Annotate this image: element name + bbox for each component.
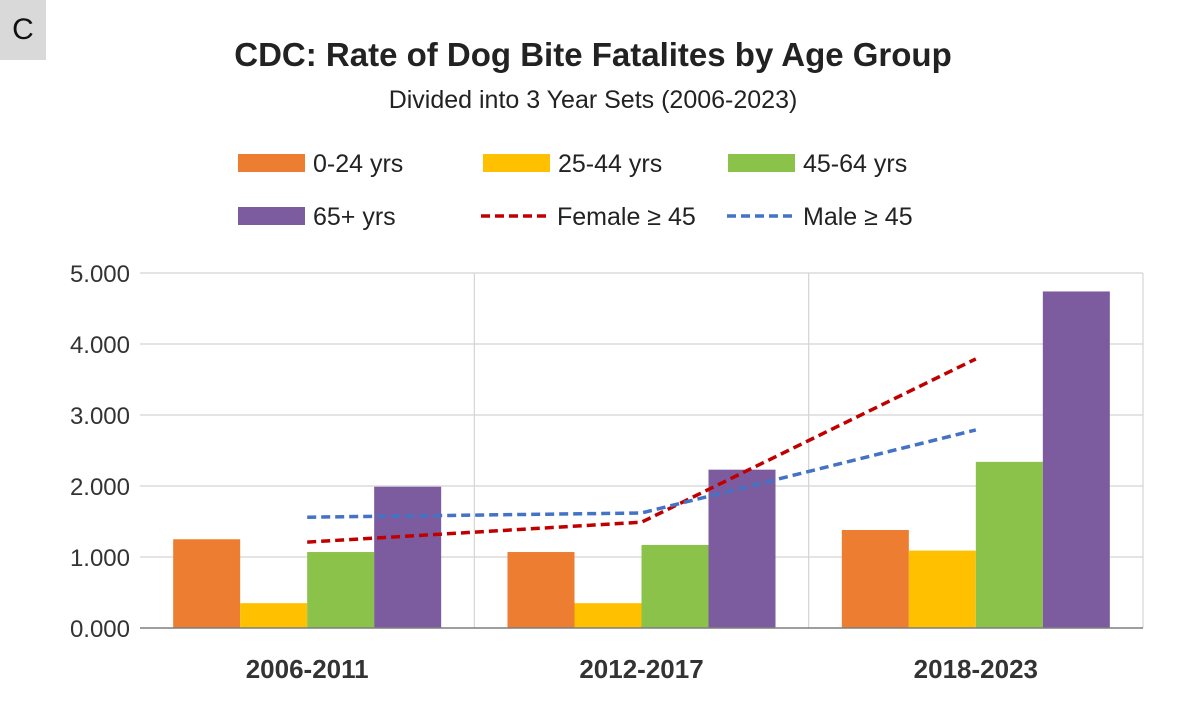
chart-subtitle: Divided into 3 Year Sets (2006-2023) <box>389 86 798 114</box>
legend-label: 0-24 yrs <box>313 150 403 178</box>
y-tick-label: 5.000 <box>70 261 130 288</box>
bar-65-yrs-2006-2011 <box>374 486 442 628</box>
legend-label: 25-44 yrs <box>558 150 662 178</box>
x-tick-label: 2006-2011 <box>246 654 369 684</box>
bar-0-24-yrs-2006-2011 <box>173 539 241 628</box>
bar-25-44-yrs-2006-2011 <box>240 603 308 628</box>
bar-45-64-yrs-2006-2011 <box>307 552 375 628</box>
chart-title: CDC: Rate of Dog Bite Fatalites by Age G… <box>234 36 952 73</box>
y-tick-label: 1.000 <box>70 545 130 572</box>
y-tick-label: 4.000 <box>70 332 130 359</box>
panel-label: C <box>0 0 46 60</box>
bar-25-44-yrs-2012-2017 <box>574 603 642 628</box>
bar-45-64-yrs-2012-2017 <box>641 544 709 628</box>
bar-65-yrs-2012-2017 <box>708 469 776 628</box>
y-tick-label: 0.000 <box>70 616 130 643</box>
y-tick-label: 2.000 <box>70 474 130 501</box>
line-female-45-plus <box>307 357 977 544</box>
legend-label: Female ≥ 45 <box>557 203 696 231</box>
x-tick-label: 2018-2023 <box>914 654 1038 684</box>
bar-25-44-yrs-2018-2023 <box>908 550 976 628</box>
tick-labels: 0.000 1.000 2.000 3.000 4.000 5.000 2006-2011 2… <box>70 261 1038 684</box>
x-tick-label: 2012-2017 <box>579 654 703 684</box>
legend-swatch-0-24-yrs <box>238 154 305 172</box>
y-tick-label: 3.000 <box>70 403 130 430</box>
bar-series <box>173 291 1110 628</box>
legend-swatch-65-yrs <box>238 207 305 225</box>
legend: 0-24 yrs 25-44 yrs 45-64 yrs 65+ yrs Female … <box>238 150 913 231</box>
bar-0-24-yrs-2012-2017 <box>507 552 575 628</box>
legend-label: Male ≥ 45 <box>803 203 913 231</box>
line-male-45-plus <box>307 428 977 519</box>
legend-swatch-25-44-yrs <box>483 154 550 172</box>
legend-label: 65+ yrs <box>313 203 396 231</box>
bar-0-24-yrs-2018-2023 <box>841 530 909 628</box>
bar-45-64-yrs-2018-2023 <box>975 461 1043 628</box>
bar-65-yrs-2018-2023 <box>1042 291 1110 628</box>
legend-label: 45-64 yrs <box>803 150 907 178</box>
legend-swatch-45-64-yrs <box>728 154 795 172</box>
line-series <box>307 357 977 544</box>
